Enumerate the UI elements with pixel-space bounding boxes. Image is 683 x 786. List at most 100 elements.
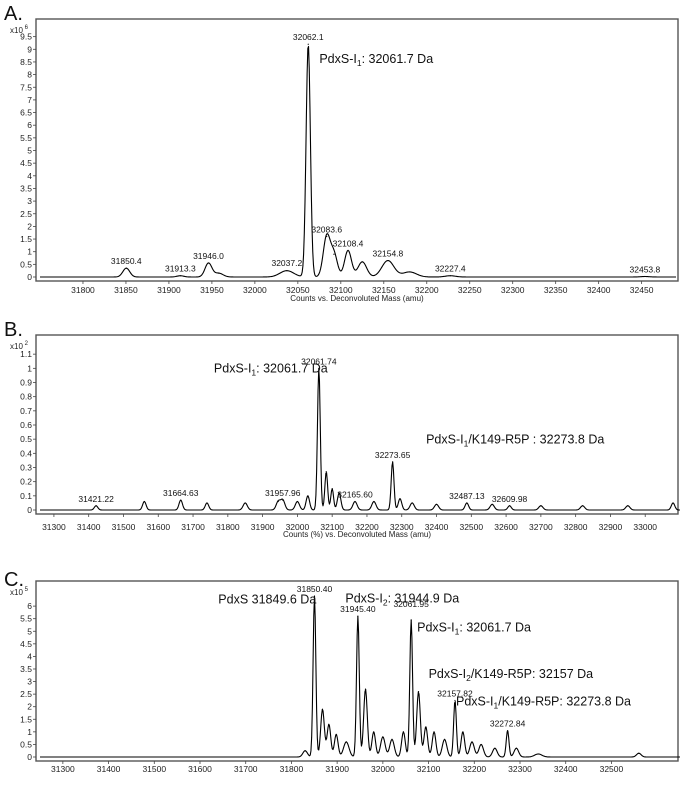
x-tick-label: 32350: [544, 285, 568, 295]
x-tick-label: 31800: [216, 522, 240, 532]
peak-annotation: PdxS-I1: 32061.7 Da: [417, 620, 531, 636]
x-tick-label: 32250: [458, 285, 482, 295]
peak-annotation: PdxS-I1/K149-R5P: 32273.8 Da: [456, 694, 631, 710]
y-tick-label: 1.1: [20, 349, 32, 359]
x-tick-label: 31300: [42, 522, 66, 532]
y-tick-label: 1: [27, 363, 32, 373]
x-tick-label: 31800: [280, 764, 304, 774]
x-tick-label: 32100: [320, 522, 344, 532]
peak-annotation: PdxS-I2: 31944.9 Da: [345, 591, 459, 607]
y-tick-label: 0: [27, 505, 32, 515]
x-tick-label: 31800: [71, 285, 95, 295]
peak-annotation: PdxS-I1: 32061.7 Da: [214, 362, 328, 378]
y-tick-label: 1: [27, 247, 32, 257]
x-tick-label: 31950: [200, 285, 224, 295]
x-tick-label: 32400: [587, 285, 611, 295]
spectrum-peak: [411, 502, 413, 504]
spectrum-peak: [357, 615, 359, 617]
panel-b-y-multiplier: x10 2: [10, 341, 29, 351]
y-tick-label: 0.9: [20, 378, 32, 388]
spectrum-peak: [433, 731, 435, 733]
panel-a-frame: [35, 18, 679, 282]
y-tick-label: 6.5: [20, 108, 32, 118]
y-tick-label: 9: [27, 44, 32, 54]
spectrum-peak: [95, 505, 97, 507]
spectrum-peak: [417, 691, 420, 693]
y-tick-label: 0.1: [20, 491, 32, 501]
y-tick-label: 4.5: [20, 158, 32, 168]
panel-a: A.x10 6 0 0.5 1 1.5 2 2.5 3 3.5 4 4.5 5 5.5 6 6.5 7 7.5 8…: [4, 3, 679, 303]
y-tick-label: 9.5: [20, 32, 32, 42]
y-tick-label: 6: [27, 601, 32, 611]
peak-label: 32108.4: [333, 238, 364, 248]
y-tick-label: 0: [27, 752, 32, 762]
spectrum-peak: [277, 500, 279, 503]
spectrum-peak: [325, 471, 327, 473]
spectrum-peak: [207, 262, 210, 264]
spectrum-peak: [180, 499, 182, 501]
panel-b: B.x10 2 0 0.1 0.2 0.3 0.4 0.5 0.6 0.7 0.8 0.9 1 1.1 3…: [4, 319, 681, 539]
spectrum-peak: [508, 505, 511, 507]
x-tick-label: 31900: [325, 764, 349, 774]
y-tick-label: 8.5: [20, 57, 32, 67]
spectrum-peak: [282, 499, 284, 501]
y-tick-label: 6: [27, 120, 32, 130]
peak-label: 32157.82: [437, 688, 473, 698]
spectrum-peak: [296, 500, 298, 503]
x-tick-label: 31600: [146, 522, 170, 532]
panel-b-letter: B.: [4, 319, 23, 341]
y-tick-label: 2.5: [20, 209, 32, 219]
panel-c-spectrum-trace: [40, 595, 680, 758]
spectrum-peak: [506, 729, 509, 732]
x-tick-label: 32300: [390, 522, 414, 532]
spectrum-peak: [345, 741, 347, 743]
y-tick-label: 2: [27, 221, 32, 231]
y-tick-label: 0.8: [20, 392, 32, 402]
x-tick-label: 32150: [372, 285, 396, 295]
x-tick-label: 32000: [371, 764, 395, 774]
panel-b-x-axis-title: Counts (%) vs. Deconvoluted Mass (amu): [283, 530, 431, 539]
spectrum-peak: [318, 367, 320, 369]
spectrum-peak: [338, 492, 340, 494]
peak-label: 32273.65: [375, 450, 411, 460]
spectrum-peak: [373, 731, 375, 733]
panel-a-letter: A.: [4, 3, 23, 25]
spectrum-peak: [304, 750, 306, 752]
x-tick-label: 31900: [157, 285, 181, 295]
spectrum-peak: [627, 505, 629, 507]
spectrum-peak: [179, 275, 181, 277]
y-tick-label: 7: [27, 95, 32, 105]
y-tick-label: 0.6: [20, 420, 32, 430]
x-tick-label: 32200: [355, 522, 379, 532]
spectrum-peak: [644, 275, 646, 278]
panel-a-x-axis-title: Counts vs. Deconvoluted Mass (amu): [290, 294, 424, 303]
spectrum-peak: [307, 495, 309, 497]
spectrum-peak: [471, 741, 473, 743]
x-tick-label: 31700: [234, 764, 258, 774]
spectrum-peak: [321, 708, 324, 710]
peak-label: 32154.8: [373, 249, 404, 259]
peak-label: 31945.40: [340, 604, 376, 614]
x-tick-label: 32050: [286, 285, 310, 295]
panel-a-spectrum-trace: [40, 45, 676, 278]
spectrum-peak: [462, 731, 464, 733]
spectrum-peak: [331, 488, 333, 490]
x-tick-label: 32300: [501, 285, 525, 295]
spectrum-peak: [206, 502, 208, 504]
spectrum-peak: [328, 723, 330, 725]
y-tick-label: 0.5: [20, 434, 32, 444]
spectrum-peak: [391, 738, 393, 740]
x-tick-label: 31400: [97, 764, 121, 774]
spectrum-peak: [307, 43, 309, 45]
peak-label: 31946.0: [193, 251, 224, 261]
spectrum-peak: [449, 275, 451, 277]
spectrum-peak: [638, 752, 640, 754]
x-tick-label: 32200: [415, 285, 439, 295]
x-tick-label: 32450: [630, 285, 654, 295]
spectrum-peak: [347, 249, 349, 252]
peak-label: 31664.63: [163, 488, 199, 498]
y-tick-label: 4: [27, 651, 32, 661]
y-tick-label: 3: [27, 677, 32, 687]
x-tick-label: 31900: [251, 522, 275, 532]
